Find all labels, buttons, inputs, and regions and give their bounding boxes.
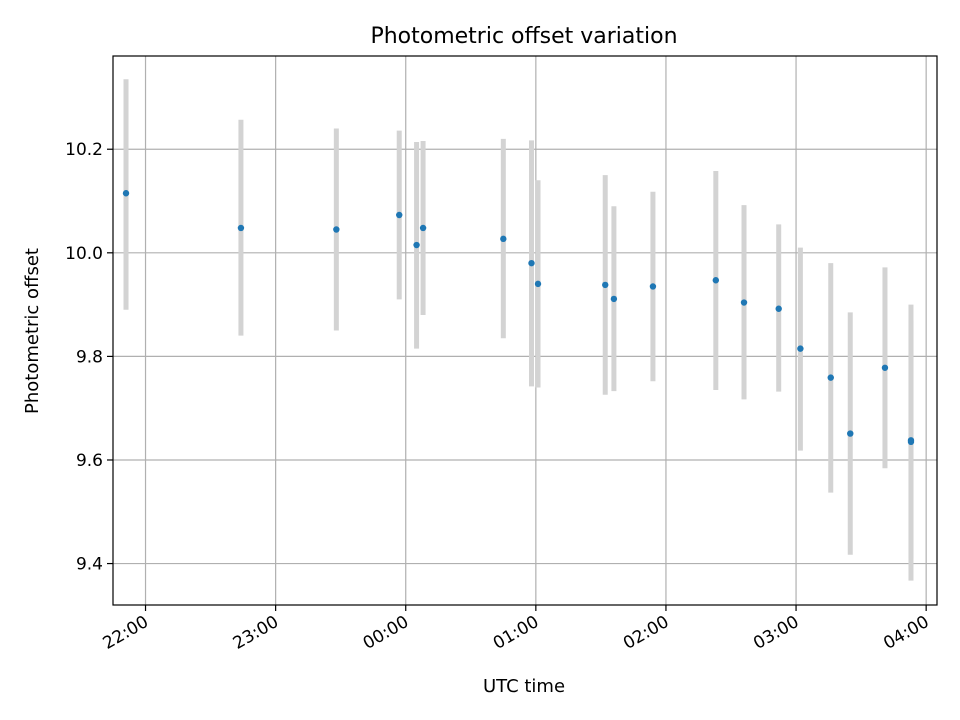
data-point	[122, 190, 130, 197]
x-tick-label: 01:00	[490, 612, 542, 654]
data-point	[413, 241, 420, 249]
x-axis-ticks: 22:00 23:00 00:00 01:00 02:00 03:00 04:00	[100, 605, 933, 654]
data-point	[610, 295, 618, 303]
x-tick-label: 23:00	[230, 612, 282, 654]
data-point	[419, 224, 427, 232]
data-point	[534, 280, 542, 288]
data-points	[122, 190, 915, 446]
y-axis-label: Photometric offset	[22, 248, 43, 414]
y-tick-label: 10.2	[65, 140, 103, 160]
chart-title: Photometric offset variation	[370, 24, 677, 49]
data-point	[797, 345, 804, 352]
data-point	[712, 277, 720, 284]
data-point	[237, 224, 245, 232]
data-point	[847, 430, 854, 437]
y-tick-label: 9.8	[76, 347, 103, 367]
y-tick-label: 9.6	[76, 451, 103, 471]
x-tick-label: 00:00	[360, 612, 412, 654]
data-point	[649, 283, 657, 290]
grid	[113, 56, 937, 605]
data-point	[396, 211, 403, 219]
data-point	[775, 305, 782, 312]
x-tick-label: 02:00	[620, 612, 672, 654]
y-tick-label: 9.4	[76, 555, 103, 575]
data-point	[528, 259, 535, 267]
data-point	[907, 438, 915, 446]
data-point	[333, 226, 340, 233]
error-bars	[123, 79, 914, 581]
plot-frame	[112, 55, 938, 606]
data-point	[881, 364, 889, 371]
data-point	[827, 374, 834, 381]
data-point	[740, 299, 748, 306]
x-axis-label: UTC time	[483, 676, 565, 697]
x-tick-label: 03:00	[750, 612, 802, 654]
data-point	[602, 281, 609, 289]
y-tick-label: 10.0	[65, 244, 103, 264]
x-tick-label: 22:00	[100, 612, 152, 654]
x-tick-label: 04:00	[880, 612, 932, 654]
data-point	[500, 235, 507, 243]
y-axis-ticks: 9.4 9.6 9.8 10.0 10.2	[65, 140, 113, 575]
